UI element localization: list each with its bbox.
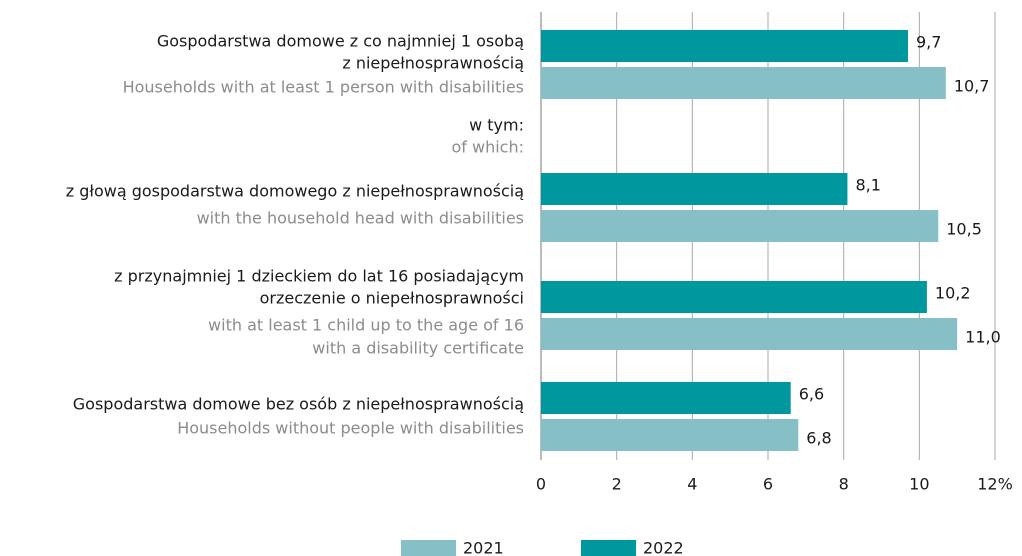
category-label-en: with at least 1 child up to the age of 1… xyxy=(208,316,524,335)
category-label-en: with the household head with disabilitie… xyxy=(197,209,524,228)
value-label: 6,6 xyxy=(799,385,824,404)
category-label: orzeczenie o niepełnosprawności xyxy=(260,289,524,308)
x-tick-label: 2 xyxy=(612,475,622,494)
bar xyxy=(541,210,939,242)
x-tick-label: 4 xyxy=(687,475,697,494)
value-label: 10,2 xyxy=(935,284,971,303)
bar xyxy=(541,281,927,313)
category-label: z głową gospodarstwa domowego z niepełno… xyxy=(66,182,524,201)
category-label: z przynajmniej 1 dzieckiem do lat 16 pos… xyxy=(114,267,524,286)
x-tick-label: 12% xyxy=(977,475,1013,494)
bar xyxy=(541,382,791,414)
bar xyxy=(541,173,848,205)
category-label-en: with a disability certificate xyxy=(312,339,524,358)
category-label-en: Households without people with disabilit… xyxy=(177,419,524,438)
category-label: w tym: xyxy=(469,116,524,135)
category-label: z niepełnosprawnością xyxy=(342,54,524,73)
category-label-en: of which: xyxy=(451,138,524,157)
category-label-en: Households with at least 1 person with d… xyxy=(123,78,524,97)
category-label: Gospodarstwa domowe z co najmniej 1 osob… xyxy=(157,32,524,51)
legend-swatch xyxy=(581,540,636,556)
x-tick-label: 0 xyxy=(536,475,546,494)
bar xyxy=(541,67,946,99)
value-label: 10,5 xyxy=(946,220,982,239)
x-tick-label: 10 xyxy=(909,475,929,494)
bar xyxy=(541,419,799,451)
x-tick-label: 8 xyxy=(839,475,849,494)
legend-swatch xyxy=(401,540,456,556)
legend-label: 2021 xyxy=(463,539,504,556)
bar xyxy=(541,30,908,62)
x-tick-label: 6 xyxy=(763,475,773,494)
value-label: 8,1 xyxy=(855,176,880,195)
bar xyxy=(541,318,958,350)
category-label: Gospodarstwa domowe bez osób z niepełnos… xyxy=(73,395,524,414)
value-label: 9,7 xyxy=(916,33,941,52)
value-label: 6,8 xyxy=(806,429,831,448)
value-label: 11,0 xyxy=(965,328,1001,347)
value-label: 10,7 xyxy=(954,77,990,96)
legend-label: 2022 xyxy=(643,539,684,556)
